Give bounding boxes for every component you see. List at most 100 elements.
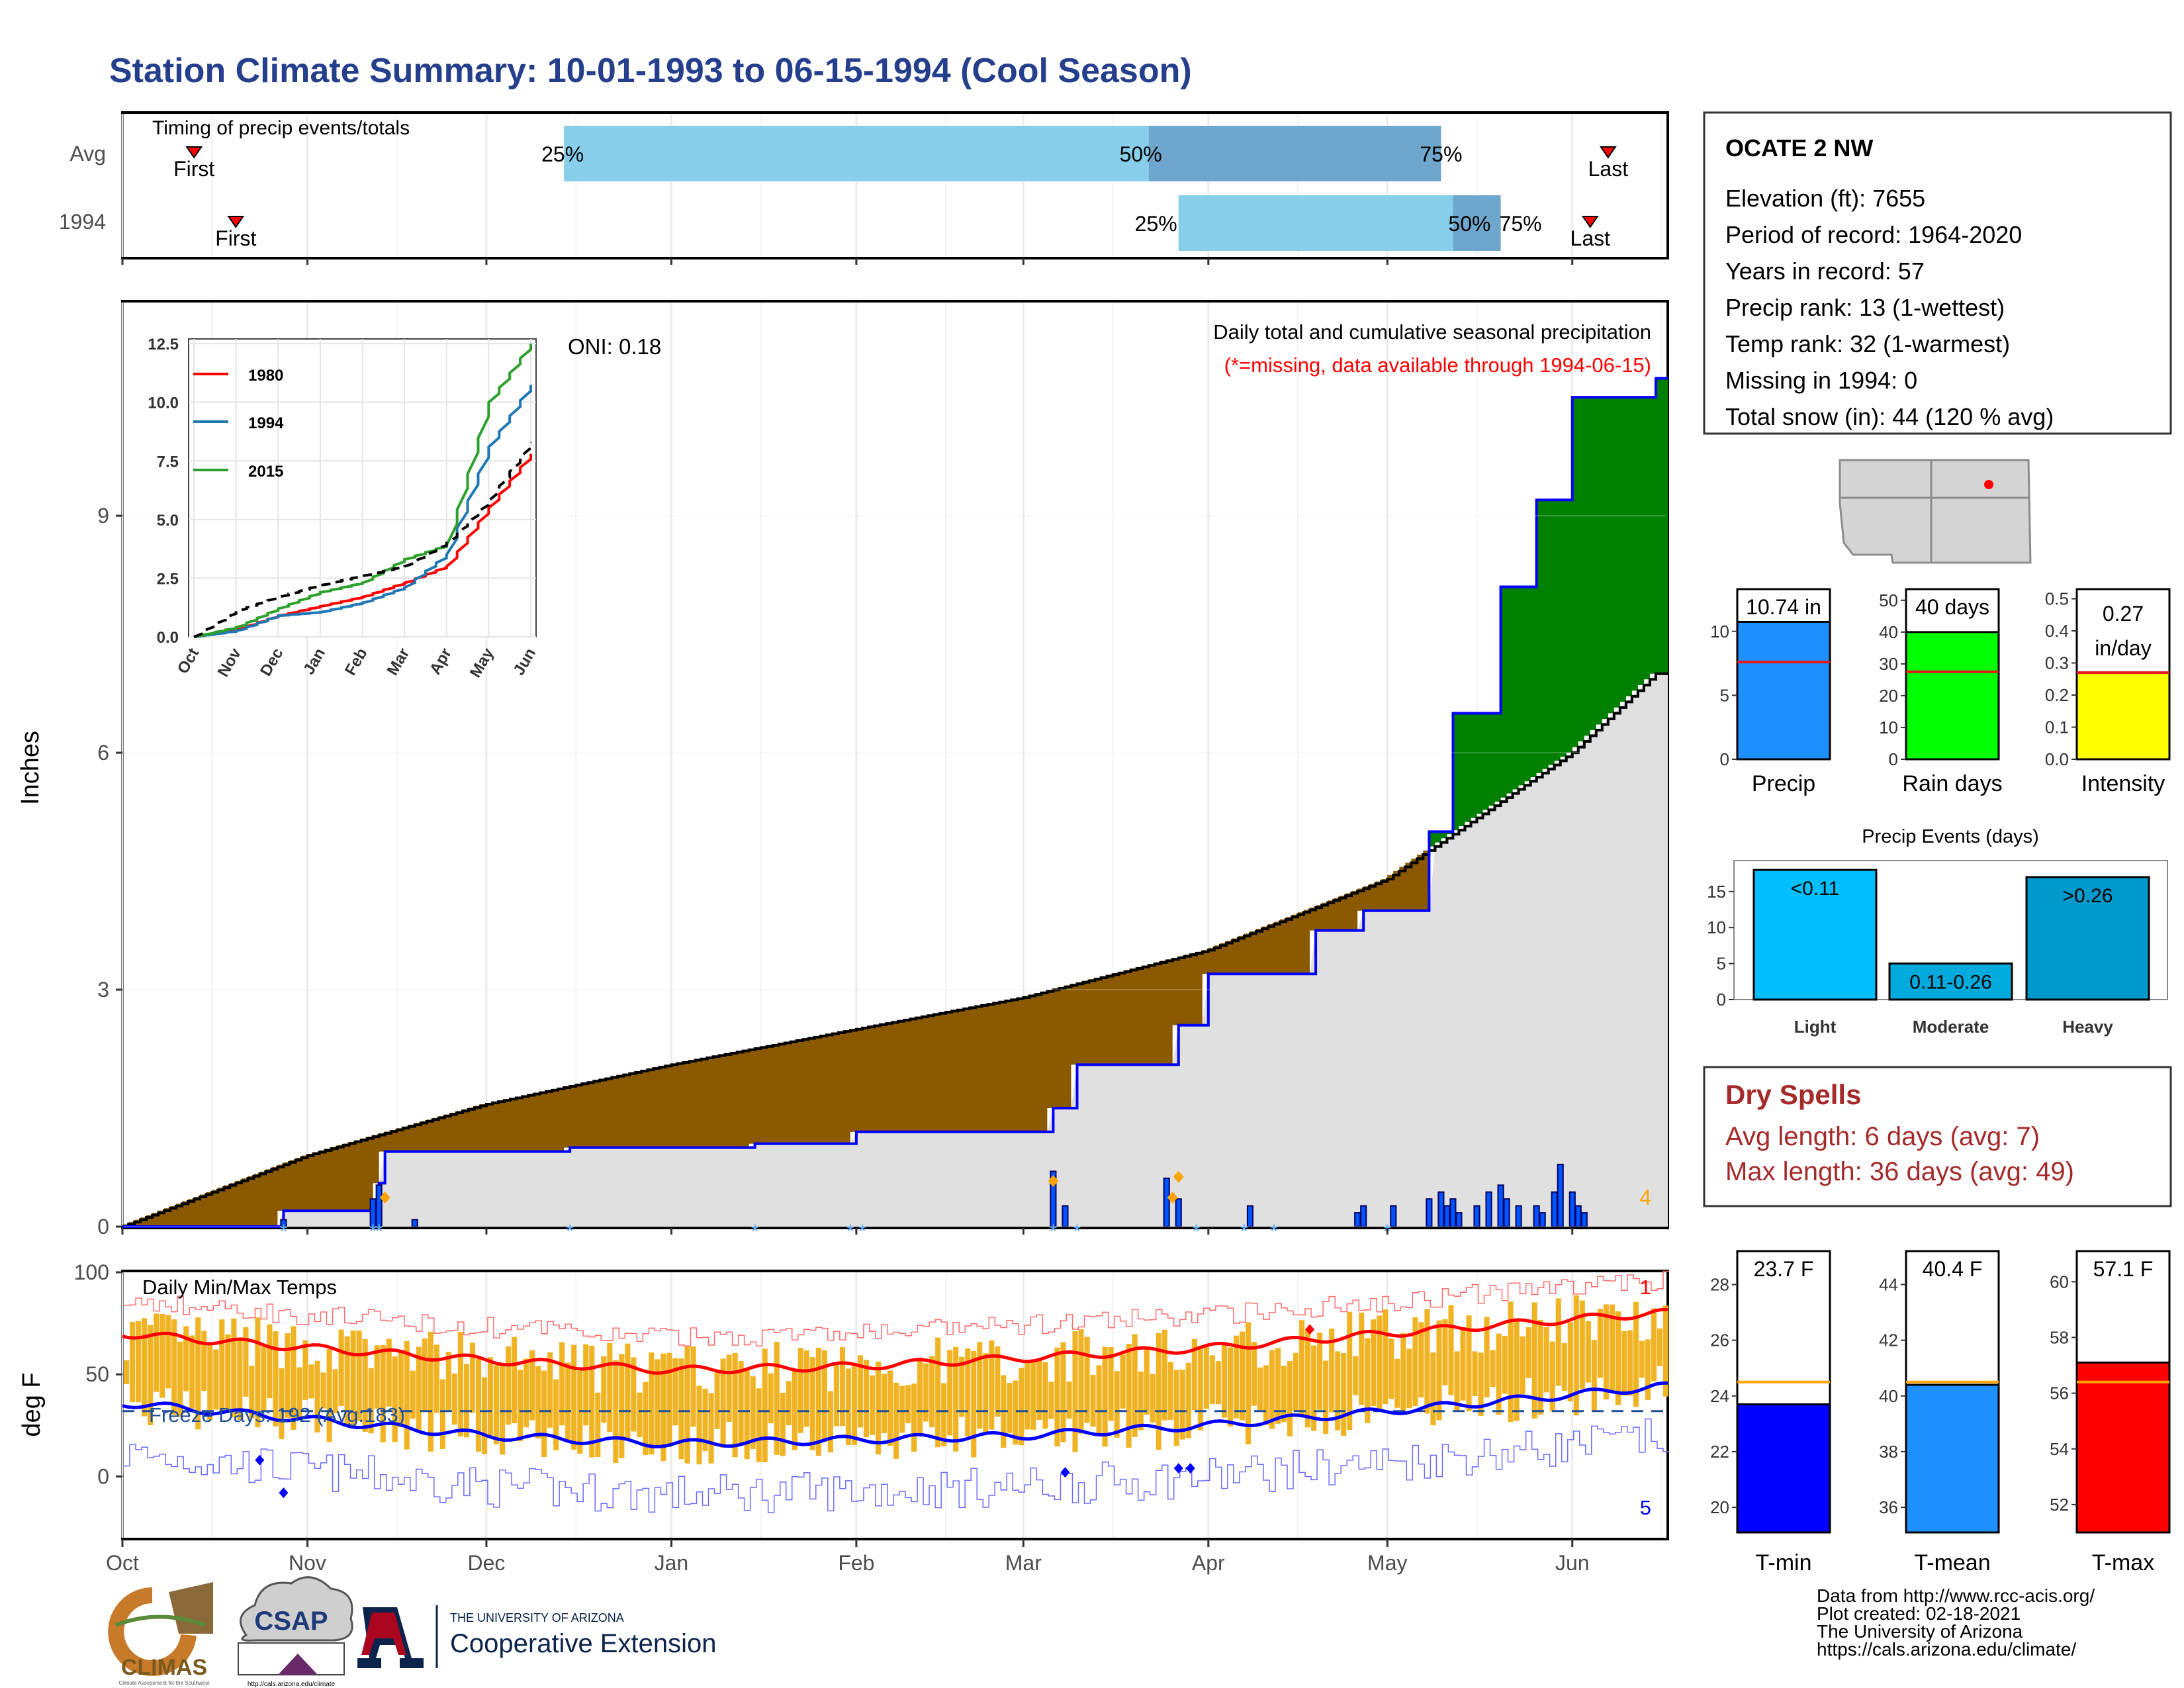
y-tick-label: 6	[97, 741, 109, 765]
daily-temp-bar	[899, 1385, 905, 1433]
missing-marker-icon: *	[369, 1221, 377, 1243]
daily-temp-bar	[792, 1370, 797, 1450]
daily-precip-bar	[1455, 1212, 1463, 1227]
daily-temp-bar	[1627, 1330, 1633, 1396]
daily-temp-bar	[1448, 1305, 1454, 1395]
daily-temp-bar	[380, 1345, 386, 1442]
inset-series-line	[193, 385, 532, 638]
temp-y-label: 42	[1879, 1331, 1898, 1350]
daily-temp-bar	[1597, 1309, 1603, 1378]
daily-temp-bar	[1555, 1298, 1561, 1386]
daily-temp-bar	[1203, 1345, 1209, 1409]
daily-temp-bar	[1394, 1358, 1400, 1408]
daily-temp-bar	[1454, 1351, 1460, 1412]
events-bar	[1752, 868, 1878, 1001]
daily-temp-bar	[839, 1347, 845, 1427]
avg-min-temp-line	[122, 1381, 1668, 1448]
daily-temp-bar	[1466, 1315, 1472, 1412]
daily-precip-bar	[1497, 1184, 1504, 1228]
events-y-label: 10	[1707, 917, 1726, 937]
daily-temp-bar	[1245, 1322, 1251, 1445]
inset-y-label: 10.0	[148, 395, 179, 412]
daily-temp-bar	[1478, 1352, 1484, 1416]
y-tick-label: 9	[97, 504, 109, 528]
daily-temp-bar	[237, 1337, 243, 1420]
timing-p50-label: 50%	[1448, 212, 1490, 236]
daily-temp-bar	[1066, 1381, 1072, 1419]
daily-temp-bar	[457, 1332, 463, 1437]
temp-value-label: 40.4 F	[1923, 1257, 1983, 1281]
mini-value-label: 40 days	[1915, 595, 1989, 619]
daily-temp-bar	[1531, 1302, 1537, 1419]
station-line: Elevation (ft): 7655	[1725, 185, 1925, 212]
precip-areas	[122, 377, 1668, 1228]
mini-y-label: 0	[1720, 749, 1729, 769]
daily-temp-bar	[1639, 1340, 1645, 1378]
daily-temp-bar	[953, 1346, 959, 1452]
temp-y-label: 56	[2050, 1383, 2069, 1403]
daily-temp-bar	[255, 1317, 261, 1428]
missing-marker-icon: *	[1050, 1221, 1058, 1243]
temp-bar-label: T-max	[2092, 1550, 2154, 1575]
daily-temp-bar	[971, 1350, 977, 1458]
daily-temp-bar	[714, 1371, 720, 1429]
precip-panel: ************* Inches Daily total and cum…	[17, 300, 1669, 1243]
daily-temp-bar	[905, 1385, 911, 1424]
footer-line: https://cals.arizona.edu/climate/	[1817, 1639, 2076, 1660]
daily-temp-bar	[1609, 1304, 1615, 1391]
climas-mountain-icon	[169, 1582, 213, 1634]
station-box: OCATE 2 NW Elevation (ft): 7655 Period o…	[1703, 111, 2172, 435]
daily-temp-bar	[1365, 1338, 1371, 1423]
inset-series-line	[193, 344, 532, 638]
daily-temp-bar	[308, 1364, 314, 1399]
mini-y-label: 10	[1879, 718, 1898, 737]
precip-yaxis: 0 3 6 9	[97, 504, 1666, 1239]
timing-row-label-avg: Avg	[69, 142, 106, 165]
csap-url: http://cals.arizona.edu/climate	[248, 1681, 336, 1688]
daily-temp-bar	[1615, 1311, 1621, 1405]
daily-temp-bar	[1019, 1368, 1024, 1446]
daily-temp-bar	[827, 1391, 833, 1453]
daily-temp-bar	[947, 1350, 953, 1436]
daily-temp-bar	[577, 1370, 583, 1454]
daily-temp-bar	[1161, 1329, 1167, 1421]
first-marker-icon	[185, 146, 203, 159]
daily-temp-bar	[672, 1358, 678, 1426]
events-category-label: Heavy	[2062, 1017, 2113, 1037]
daily-temp-bar	[1514, 1318, 1520, 1421]
daily-temp-bar	[571, 1344, 577, 1450]
mini-y-label: 50	[1879, 590, 1898, 610]
daily-temp-bar	[1167, 1362, 1173, 1420]
daily-temp-bar	[183, 1326, 189, 1391]
daily-temp-bar	[923, 1363, 929, 1422]
daily-temp-bar	[1191, 1339, 1197, 1411]
month-label: Dec	[467, 1551, 505, 1575]
daily-temp-bar	[1490, 1350, 1496, 1387]
daily-temp-bar	[368, 1368, 374, 1434]
timing-bar-q1	[1178, 195, 1453, 251]
daily-temp-bar	[1114, 1371, 1120, 1438]
daily-temp-bar	[356, 1331, 362, 1421]
mini-y-label: 30	[1879, 654, 1898, 674]
mini-chart-bar	[2075, 671, 2171, 761]
station-line: Period of record: 1964-2020	[1725, 221, 2022, 248]
ua-small-text: THE UNIVERSITY OF ARIZONA	[450, 1611, 624, 1624]
inset-legend-label: 1980	[248, 367, 283, 385]
daily-temp-bar	[1108, 1346, 1114, 1421]
record-high-marker-icon	[1305, 1324, 1315, 1335]
daily-temp-bar	[207, 1345, 213, 1421]
record-low-marker-icon	[1185, 1463, 1195, 1474]
climas-logo: CLIMAS Climate Assessment for the Southw…	[108, 1582, 213, 1686]
daily-temp-bar	[1060, 1342, 1066, 1442]
daily-temp-bar	[726, 1354, 732, 1422]
daily-temp-bar	[148, 1325, 154, 1426]
timing-bar-q2	[1148, 126, 1441, 181]
last-label: Last	[1570, 226, 1611, 250]
station-name: OCATE 2 NW	[1725, 134, 1873, 162]
daily-temp-bar	[1072, 1331, 1078, 1452]
mini-y-label: 0.2	[2045, 685, 2069, 705]
missing-marker-icon: *	[375, 1221, 383, 1243]
temp-value-label: 57.1 F	[2093, 1257, 2154, 1281]
daily-temp-bar	[243, 1327, 249, 1397]
timing-bar-q1	[564, 126, 1149, 181]
